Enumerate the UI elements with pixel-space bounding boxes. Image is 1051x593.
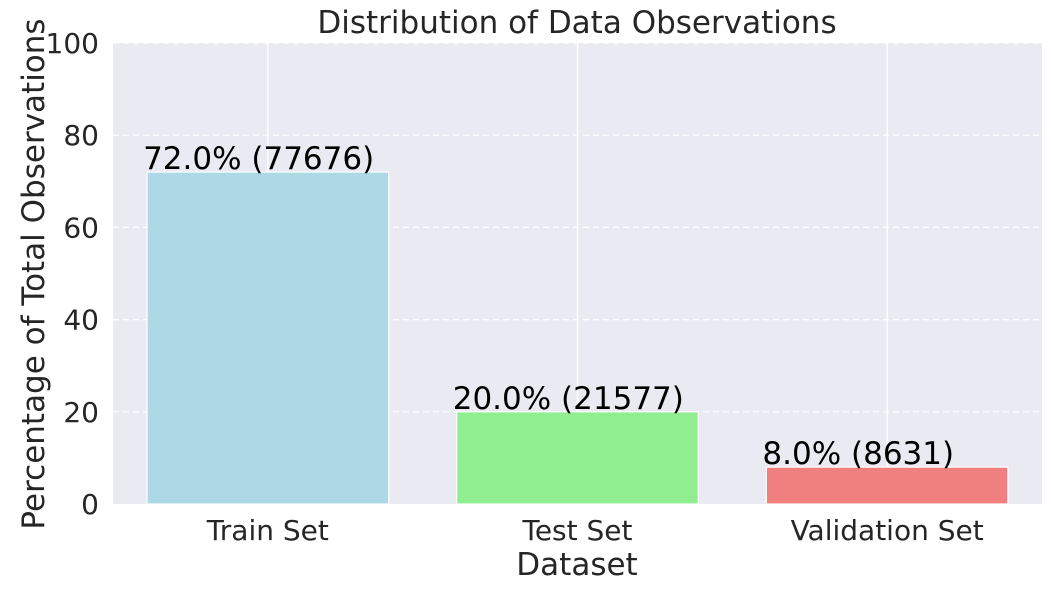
data-labels: 72.0% (77676) 20.0% (21577) 8.0% (8631): [143, 141, 954, 472]
x-tick-label: Test Set: [521, 514, 632, 547]
data-label: 8.0% (8631): [762, 436, 954, 472]
bar-train-set: [146, 171, 390, 505]
bar-validation-set: [765, 466, 1009, 505]
y-tick-label: 100: [46, 27, 99, 60]
y-tick-label: 0: [81, 488, 99, 521]
y-tick-labels: 0 20 40 60 80 100: [46, 27, 99, 521]
bars: [146, 171, 1009, 505]
data-label: 20.0% (21577): [453, 381, 684, 417]
y-tick-label: 40: [63, 304, 99, 337]
x-tick-label: Validation Set: [791, 514, 984, 547]
chart-title: Distribution of Data Observations: [317, 5, 836, 41]
bar-test-set: [456, 411, 699, 505]
y-tick-label: 80: [63, 119, 99, 152]
x-axis-label: Dataset: [516, 547, 637, 583]
x-tick-labels: Train Set Test Set Validation Set: [206, 514, 984, 547]
x-tick-label: Train Set: [206, 514, 329, 547]
y-tick-label: 60: [63, 211, 99, 244]
data-label: 72.0% (77676): [143, 141, 374, 177]
y-tick-label: 20: [63, 396, 99, 429]
y-axis-label: Percentage of Total Observations: [16, 18, 52, 529]
